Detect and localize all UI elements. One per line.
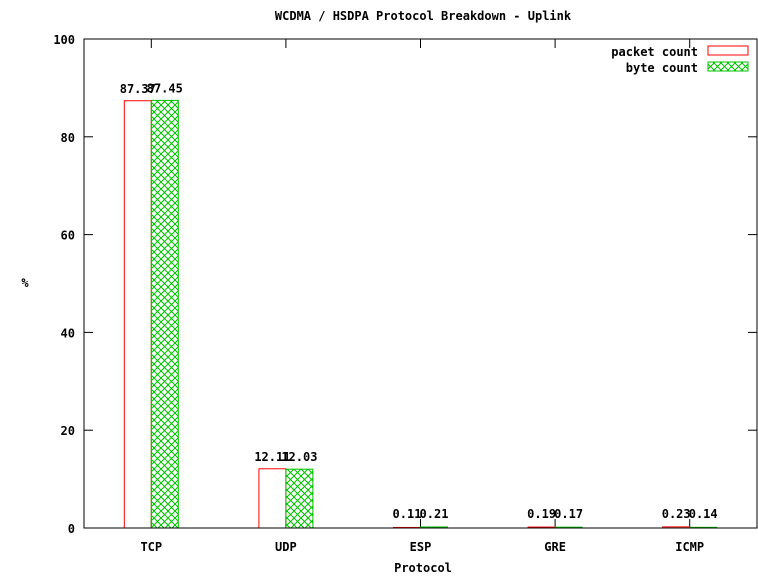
chart-title: WCDMA / HSDPA Protocol Breakdown - Uplin… (275, 9, 572, 23)
x-tick-label: UDP (275, 540, 297, 554)
legend: packet count byte count (611, 45, 749, 75)
x-tick-label: GRE (544, 540, 566, 554)
bar-value-label: 0.17 (554, 507, 583, 521)
legend-label-packet-count: packet count (611, 45, 698, 59)
bar-value-label: 87.37 (120, 82, 156, 96)
y-tick-label: 60 (61, 229, 75, 243)
legend-swatch-byte-count (707, 61, 749, 72)
bar-value-label: 12.03 (281, 450, 317, 464)
bar-packet-count-tcp (123, 100, 152, 529)
bars (123, 99, 718, 529)
bar-byte-count-udp (285, 468, 314, 529)
y-axis-label: % (21, 276, 29, 290)
bar-value-label: 12.11 (254, 450, 290, 464)
x-tick-label: ICMP (675, 540, 704, 554)
x-tick-label: ESP (410, 540, 432, 554)
bar-value-label: 0.19 (527, 507, 556, 521)
y-tick-label: 40 (61, 326, 75, 340)
x-tick-label: TCP (140, 540, 162, 554)
y-tick-label: 20 (61, 424, 75, 438)
bar-value-label: 0.23 (662, 507, 691, 521)
plot-frame (83, 38, 758, 529)
y-tick-label: 0 (68, 522, 75, 536)
y-tick-label: 80 (61, 131, 75, 145)
bar-value-label: 0.14 (689, 507, 718, 521)
y-axis-ticks: 0 20 40 60 80 100 (53, 33, 757, 536)
bar-value-label: 0.11 (393, 507, 422, 521)
bar-packet-count-udp (258, 468, 287, 529)
bar-value-label: 87.45 (147, 81, 183, 95)
legend-label-byte-count: byte count (626, 61, 698, 75)
bar-value-label: 0.21 (420, 507, 449, 521)
bar-byte-count-tcp (150, 99, 179, 529)
x-axis-label: Protocol (394, 561, 452, 575)
legend-swatch-packet-count (707, 45, 749, 56)
x-axis-ticks: TCP UDP ESP GRE ICMP (140, 39, 704, 554)
y-tick-label: 100 (53, 33, 75, 47)
